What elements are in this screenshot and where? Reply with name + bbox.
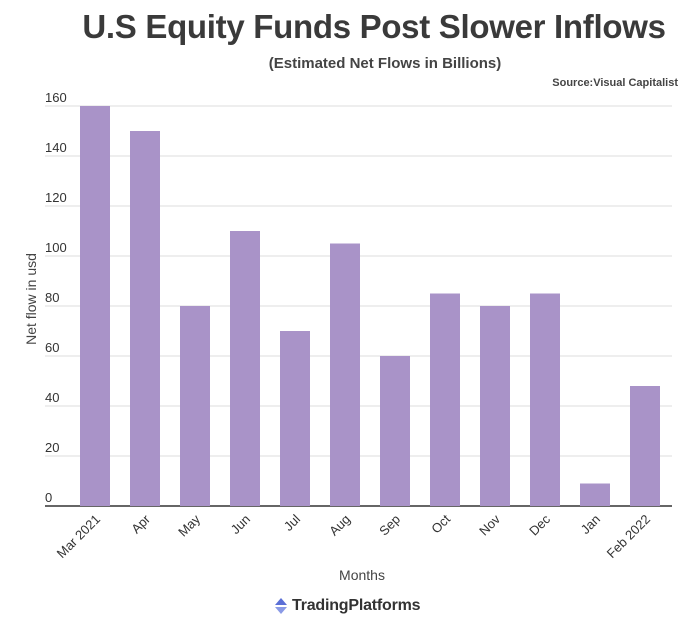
bar bbox=[530, 293, 560, 506]
logo-icon bbox=[275, 598, 287, 614]
bars bbox=[80, 106, 660, 506]
x-tick-label: Jul bbox=[281, 511, 303, 533]
y-tick-label: 160 bbox=[45, 90, 67, 105]
brand-logo: TradingPlatforms bbox=[274, 597, 421, 615]
x-tick-label: Feb 2022 bbox=[604, 512, 653, 561]
y-tick-label: 140 bbox=[45, 140, 67, 155]
y-tick-label: 40 bbox=[45, 390, 59, 405]
x-tick-label: Aug bbox=[326, 512, 353, 539]
bar bbox=[180, 306, 210, 506]
chart-title: U.S Equity Funds Post Slower Inflows bbox=[82, 8, 666, 45]
bar bbox=[230, 231, 260, 506]
bar bbox=[280, 331, 310, 506]
y-axis-ticks: 0 20 40 60 80 100 120 140 160 bbox=[45, 90, 67, 505]
y-tick-label: 80 bbox=[45, 290, 59, 305]
bar bbox=[480, 306, 510, 506]
x-tick-label: Jan bbox=[578, 512, 603, 537]
y-tick-label: 0 bbox=[45, 490, 52, 505]
x-tick-label: Apr bbox=[128, 511, 153, 536]
chart-subtitle: (Estimated Net Flows in Billions) bbox=[268, 55, 502, 72]
brand-name: TradingPlatforms bbox=[292, 597, 421, 614]
bar bbox=[380, 356, 410, 506]
x-axis-title: Months bbox=[339, 567, 385, 583]
y-tick-label: 120 bbox=[45, 190, 67, 205]
x-tick-label: Mar 2021 bbox=[54, 512, 103, 561]
x-axis-ticks: Mar 2021 Apr May Jun Jul Aug Sep Oct Nov Dec Jan Fe… bbox=[54, 511, 653, 561]
source-note: Source:Visual Capitalist bbox=[552, 77, 678, 89]
bar bbox=[630, 386, 660, 506]
bar bbox=[130, 131, 160, 506]
x-tick-label: May bbox=[175, 511, 203, 539]
x-tick-label: Oct bbox=[428, 511, 453, 536]
x-tick-label: Jun bbox=[228, 512, 253, 537]
y-tick-label: 100 bbox=[45, 240, 67, 255]
x-tick-label: Sep bbox=[376, 512, 403, 539]
bar bbox=[580, 483, 610, 506]
bar bbox=[330, 243, 360, 506]
y-tick-label: 20 bbox=[45, 440, 59, 455]
y-axis-title: Net flow in usd bbox=[23, 253, 39, 345]
bar bbox=[430, 293, 460, 506]
y-tick-label: 60 bbox=[45, 340, 59, 355]
bar bbox=[80, 106, 110, 506]
x-tick-label: Dec bbox=[526, 511, 553, 538]
x-tick-label: Nov bbox=[476, 511, 503, 538]
